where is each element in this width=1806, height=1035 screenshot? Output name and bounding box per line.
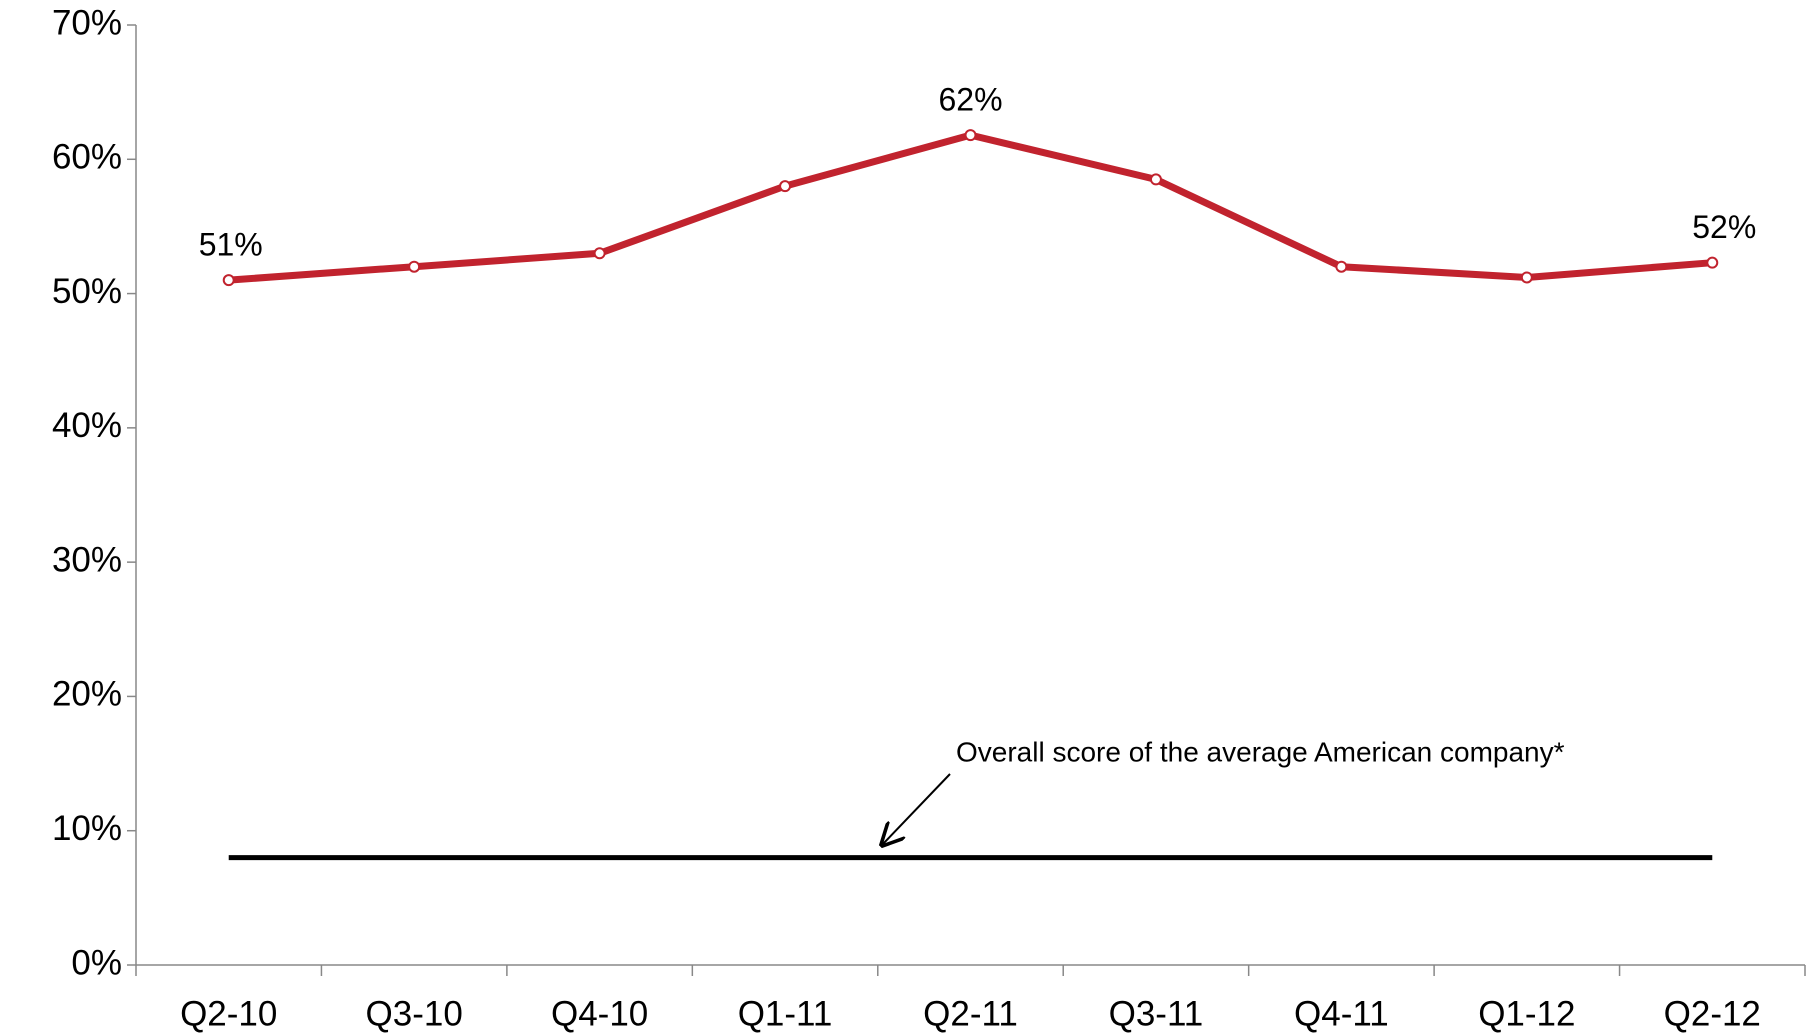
y-tick-label: 60% [52,138,122,177]
data-label: 51% [199,227,263,263]
y-tick-label: 0% [71,943,122,982]
point-marker [408,260,421,273]
point-marker [1520,271,1533,284]
y-tick-label: 10% [52,809,122,848]
x-tick-label: Q4-10 [551,994,648,1033]
point-marker [1335,260,1348,273]
y-tick-label: 20% [52,675,122,714]
point-marker [1706,256,1719,269]
x-tick-label: Q2-10 [180,994,277,1033]
x-tick-label: Q1-12 [1478,994,1575,1033]
x-tick-label: Q4-11 [1294,994,1389,1033]
x-tick-label: Q3-10 [366,994,463,1033]
x-tick-label: Q3-11 [1109,994,1204,1033]
x-tick-label: Q1-11 [738,994,833,1033]
point-marker [222,274,235,287]
point-marker [593,247,606,260]
point-marker [964,129,977,142]
data-label: 62% [938,82,1002,118]
y-tick-label: 40% [52,406,122,445]
annotation-arrow [882,773,951,845]
y-tick-label: 50% [52,272,122,311]
point-marker [1149,173,1162,186]
point-marker [779,180,792,193]
data-label: 52% [1692,209,1756,245]
annotation: Overall score of the average American co… [956,736,1565,767]
x-tick-label: Q2-12 [1664,994,1761,1033]
x-tick-label: Q2-11 [923,994,1018,1033]
series-line [228,131,1713,284]
y-tick-label: 30% [52,540,122,579]
y-tick-label: 70% [52,3,122,42]
